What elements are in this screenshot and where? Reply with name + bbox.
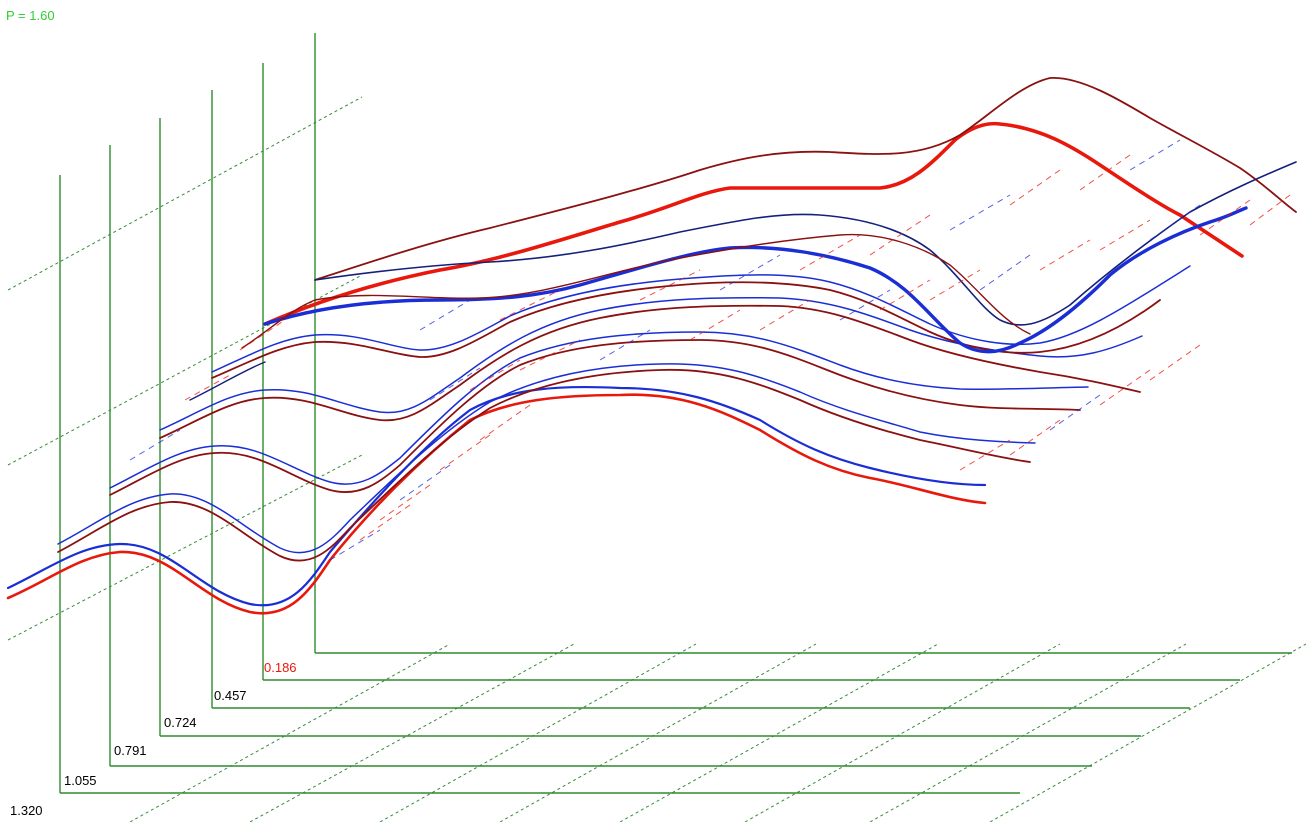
depth-connector [959, 439, 1011, 471]
grid-line [379, 643, 697, 822]
grid-line [7, 274, 363, 466]
depth-connector [184, 374, 231, 401]
series-curve [314, 161, 1297, 326]
depth-connector [689, 309, 741, 341]
grid-line [869, 643, 1187, 822]
series-curve [314, 77, 1297, 281]
layer-axes [59, 33, 1292, 794]
depth-connector [129, 429, 181, 461]
series-curve [263, 121, 1244, 326]
series-curve [189, 361, 266, 401]
layer-value-label: 0.724 [164, 715, 197, 730]
grid-line [7, 454, 363, 641]
perspective-grid [7, 96, 1307, 822]
depth-connector [839, 289, 891, 321]
depth-connector [639, 269, 701, 301]
depth-connector [1129, 139, 1181, 171]
depth-connector [1149, 344, 1201, 381]
depth-connector [759, 299, 811, 331]
layer-value-label: 1.320 [10, 803, 43, 818]
curve-series [6, 77, 1297, 615]
depth-connector [419, 299, 471, 331]
depth-connector [469, 359, 521, 391]
layer-labels: 1.320 1.055 0.791 0.724 0.457 0.186 [10, 660, 297, 818]
grid-line [249, 643, 575, 822]
layer-value-label: 0.186 [264, 660, 297, 675]
depth-connector [329, 529, 381, 561]
depth-connector [799, 234, 861, 271]
depth-connector [1009, 419, 1061, 456]
series-curve [57, 368, 1031, 562]
depth-connector [1099, 219, 1151, 251]
depth-connector [429, 367, 481, 401]
series-curve [241, 233, 1031, 349]
series-curve [211, 265, 1191, 373]
grid-line [7, 96, 363, 291]
series-curve [263, 206, 1248, 354]
series-curve [159, 304, 1141, 439]
series-curve [57, 363, 1036, 554]
depth-connector [599, 329, 651, 361]
depth-connector [929, 269, 981, 301]
depth-connector [239, 319, 286, 351]
layer-value-label: 0.791 [114, 743, 147, 758]
depth-connector [1049, 394, 1101, 431]
depth-connector [499, 289, 561, 321]
series-curve [211, 281, 1161, 379]
layer-value-label: 0.457 [214, 688, 247, 703]
depth-connector [379, 484, 431, 521]
depth-connector [519, 339, 581, 371]
grid-line [619, 643, 939, 822]
depth-connector [1079, 154, 1131, 191]
depth-connector [979, 254, 1031, 291]
depth-connector [399, 464, 451, 501]
depth-connector [869, 214, 931, 256]
series-curve [109, 339, 1081, 496]
series-curve [6, 393, 987, 615]
depth-connector [879, 279, 931, 311]
depth-connector [949, 194, 1011, 231]
depth-connector [1099, 369, 1151, 406]
depth-connector [1249, 194, 1291, 226]
depth-connector [1009, 169, 1061, 206]
depth-connector [1039, 239, 1091, 271]
depth-connector [719, 254, 781, 291]
series-curve [109, 331, 1089, 489]
grid-line [744, 643, 1061, 822]
grid-line [989, 643, 1307, 822]
grid-line [499, 643, 817, 822]
series-curve [6, 385, 987, 607]
chart-title: P = 1.60 [6, 8, 55, 23]
layer-value-label: 1.055 [64, 773, 97, 788]
